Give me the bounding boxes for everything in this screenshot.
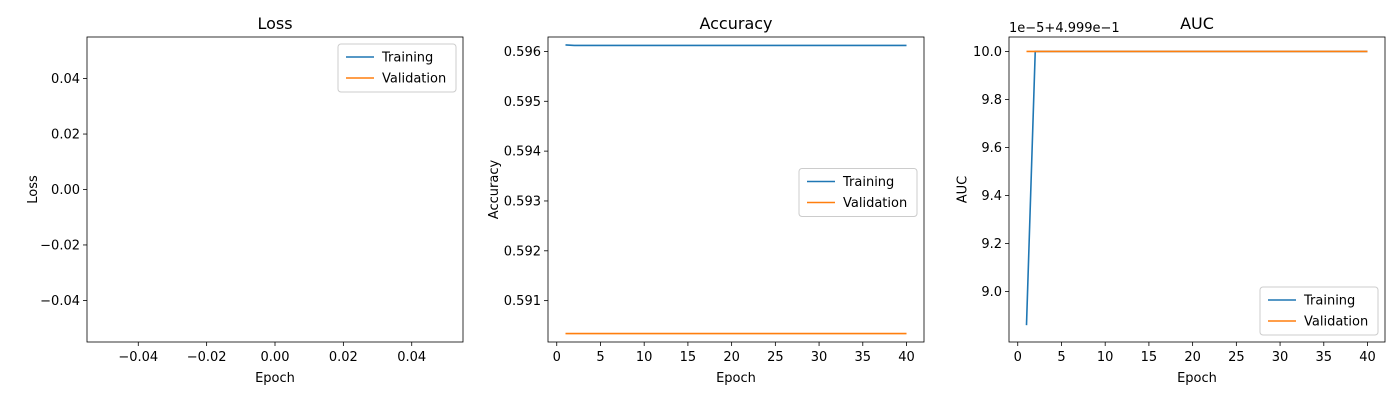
x-tick-label: 30: [811, 350, 828, 365]
legend-box: [337, 43, 457, 93]
y-tick-label: 0.00: [51, 183, 80, 198]
y-axis-label: Accuracy: [487, 160, 502, 220]
y-tick-label: 9.6: [981, 141, 1002, 156]
y-tick-label: 0.596: [504, 45, 541, 60]
x-tick-label: −0.04: [118, 350, 158, 365]
x-tick-label: 10: [1097, 350, 1114, 365]
x-tick-label: 40: [1359, 350, 1376, 365]
x-tick-label: 0: [553, 350, 561, 365]
y-tick-label: 0.592: [504, 244, 541, 259]
x-tick-label: 35: [855, 350, 872, 365]
y-tick-label: 0.591: [504, 294, 541, 309]
x-tick-label: 0: [1014, 350, 1022, 365]
series-line-training: [1025, 50, 1368, 326]
x-tick-label: 5: [1057, 350, 1065, 365]
x-tick-label: 25: [767, 350, 784, 365]
y-tick-label: 0.04: [51, 72, 80, 87]
y-tick-label: 0.593: [504, 194, 541, 209]
chart-panel-accuracy: 0 5 10 15 20 25 30 35 40 0.591 0.592 0.593 0.594 0.59…: [487, 14, 925, 386]
legend-entry-validation: Validation: [1304, 315, 1368, 330]
chart-title: AUC: [1180, 14, 1214, 33]
y-tick-label: 0.02: [51, 128, 80, 143]
legend: Training Validation: [337, 43, 457, 93]
legend-box: [1259, 286, 1379, 336]
y-tick-label: 9.8: [981, 93, 1002, 108]
x-tick-label: 30: [1272, 350, 1289, 365]
x-tick-label: 5: [596, 350, 604, 365]
x-axis-label: Epoch: [1177, 371, 1217, 386]
y-tick-label: 9.2: [981, 237, 1002, 252]
series-line-training: [565, 44, 907, 47]
x-axis-label: Epoch: [716, 371, 756, 386]
chart-title: Loss: [257, 14, 292, 33]
legend-entry-validation: Validation: [382, 72, 446, 87]
x-axis-label: Epoch: [255, 371, 295, 386]
x-tick-label: 0.04: [397, 350, 426, 365]
y-tick-label: 10.0: [973, 45, 1002, 60]
legend-box: [798, 168, 918, 217]
y-tick-label: −0.04: [40, 294, 80, 309]
y-tick-label: −0.02: [40, 238, 80, 253]
legend-entry-validation: Validation: [843, 196, 907, 211]
x-tick-label: 10: [636, 350, 653, 365]
legend-entry-training: Training: [842, 175, 894, 190]
chart-panel-auc: 0 5 10 15 20 25 30 35 40 9.0 9.2 9.4 9.6 9.8 10.0 AUC Ep…: [956, 14, 1386, 386]
x-tick-label: 15: [1141, 350, 1158, 365]
legend-entry-training: Training: [381, 51, 433, 66]
y-axis-label: AUC: [956, 176, 971, 204]
y-axis-label: Loss: [26, 175, 41, 204]
x-tick-label: 35: [1316, 350, 1333, 365]
y-tick-label: 0.595: [504, 95, 541, 110]
legend: Training Validation: [798, 168, 918, 217]
y-tick-label: 9.4: [981, 189, 1002, 204]
y-tick-label: 0.594: [504, 145, 541, 160]
x-tick-label: 40: [898, 350, 915, 365]
x-tick-label: 15: [680, 350, 697, 365]
chart-title: Accuracy: [699, 14, 772, 33]
plot-area-frame: [1008, 36, 1386, 343]
x-tick-label: 20: [723, 350, 740, 365]
x-tick-label: 0.00: [261, 350, 290, 365]
legend-entry-training: Training: [1303, 294, 1355, 309]
y-axis-offset-text: 1e−5+4.999e−1: [1009, 21, 1120, 36]
legend: Training Validation: [1259, 286, 1379, 336]
x-tick-label: 20: [1184, 350, 1201, 365]
x-tick-label: 25: [1228, 350, 1245, 365]
chart-panel-loss: −0.04 −0.02 0.00 0.02 0.04 −0.04 −0.02 0.00 0.02…: [26, 14, 464, 386]
plot-area-frame: [547, 36, 925, 343]
y-tick-label: 9.0: [981, 285, 1002, 300]
x-tick-label: 0.02: [329, 350, 358, 365]
x-tick-label: −0.02: [187, 350, 227, 365]
